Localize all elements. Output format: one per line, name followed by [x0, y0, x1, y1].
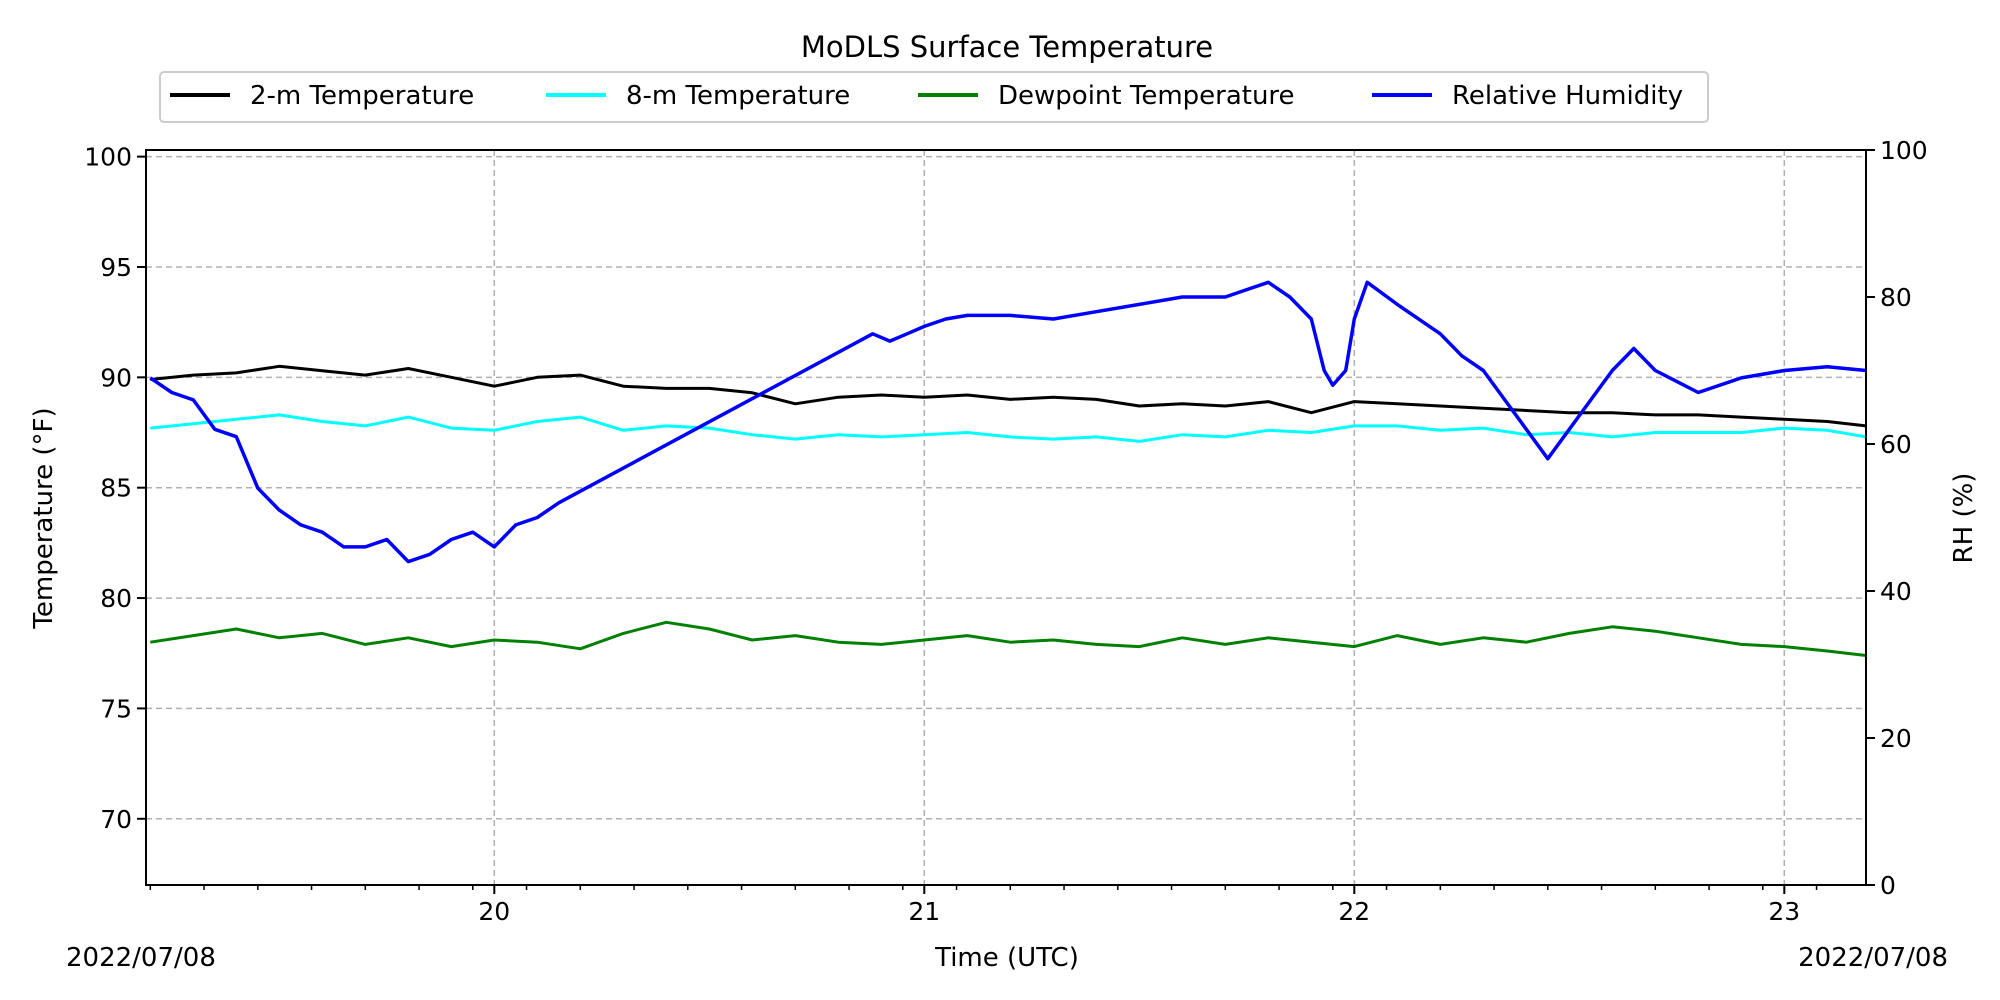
- y-left-tick-label: 100: [84, 143, 132, 172]
- y-left-tick-label: 70: [100, 805, 132, 834]
- series-line: [150, 620, 1867, 657]
- y-right-tick-label: 0: [1880, 871, 1896, 900]
- legend: 2-m Temperature 8-m Temperature Dewpoint T…: [159, 71, 1709, 123]
- x-tick-label: 23: [1768, 897, 1800, 926]
- x-tick-label: 22: [1338, 897, 1370, 926]
- legend-label: 8-m Temperature: [626, 81, 850, 111]
- series-line: [150, 413, 1867, 443]
- y-left-ticks: 70 75 80 85 90 95 100: [84, 143, 146, 834]
- y-axis-label-right: RH (%): [1949, 473, 1979, 564]
- x-tick-label: 20: [478, 897, 510, 926]
- series-group: [149, 280, 1867, 657]
- y-left-tick-label: 80: [100, 584, 132, 613]
- y-right-tick-label: 40: [1880, 577, 1912, 606]
- y-right-ticks: 0 20 40 60 80 100: [1866, 136, 1928, 900]
- grid: [146, 150, 1866, 885]
- chart-title: MoDLS Surface Temperature: [801, 30, 1213, 64]
- y-left-tick-label: 90: [100, 363, 132, 392]
- y-left-tick-label: 85: [100, 474, 132, 503]
- legend-label: Relative Humidity: [1452, 81, 1683, 111]
- y-left-tick-label: 95: [100, 253, 132, 282]
- x-ticks: 20 21 22 23: [149, 885, 1818, 926]
- legend-label: Dewpoint Temperature: [998, 81, 1295, 111]
- y-right-tick-label: 60: [1880, 430, 1912, 459]
- series-line: [149, 280, 1867, 564]
- series-line: [150, 364, 1867, 428]
- plot-frame: [145, 149, 1867, 886]
- date-label-left: 2022/07/08: [66, 943, 216, 973]
- x-axis-label: Time (UTC): [934, 943, 1079, 973]
- y-axis-label-left: Temperature (°F): [29, 407, 59, 629]
- legend-label: 2-m Temperature: [250, 81, 474, 111]
- y-left-tick-label: 75: [100, 694, 132, 723]
- x-tick-label: 21: [908, 897, 940, 926]
- y-right-tick-label: 100: [1880, 136, 1928, 165]
- date-label-right: 2022/07/08: [1798, 943, 1948, 973]
- y-right-tick-label: 80: [1880, 283, 1912, 312]
- y-right-tick-label: 20: [1880, 724, 1912, 753]
